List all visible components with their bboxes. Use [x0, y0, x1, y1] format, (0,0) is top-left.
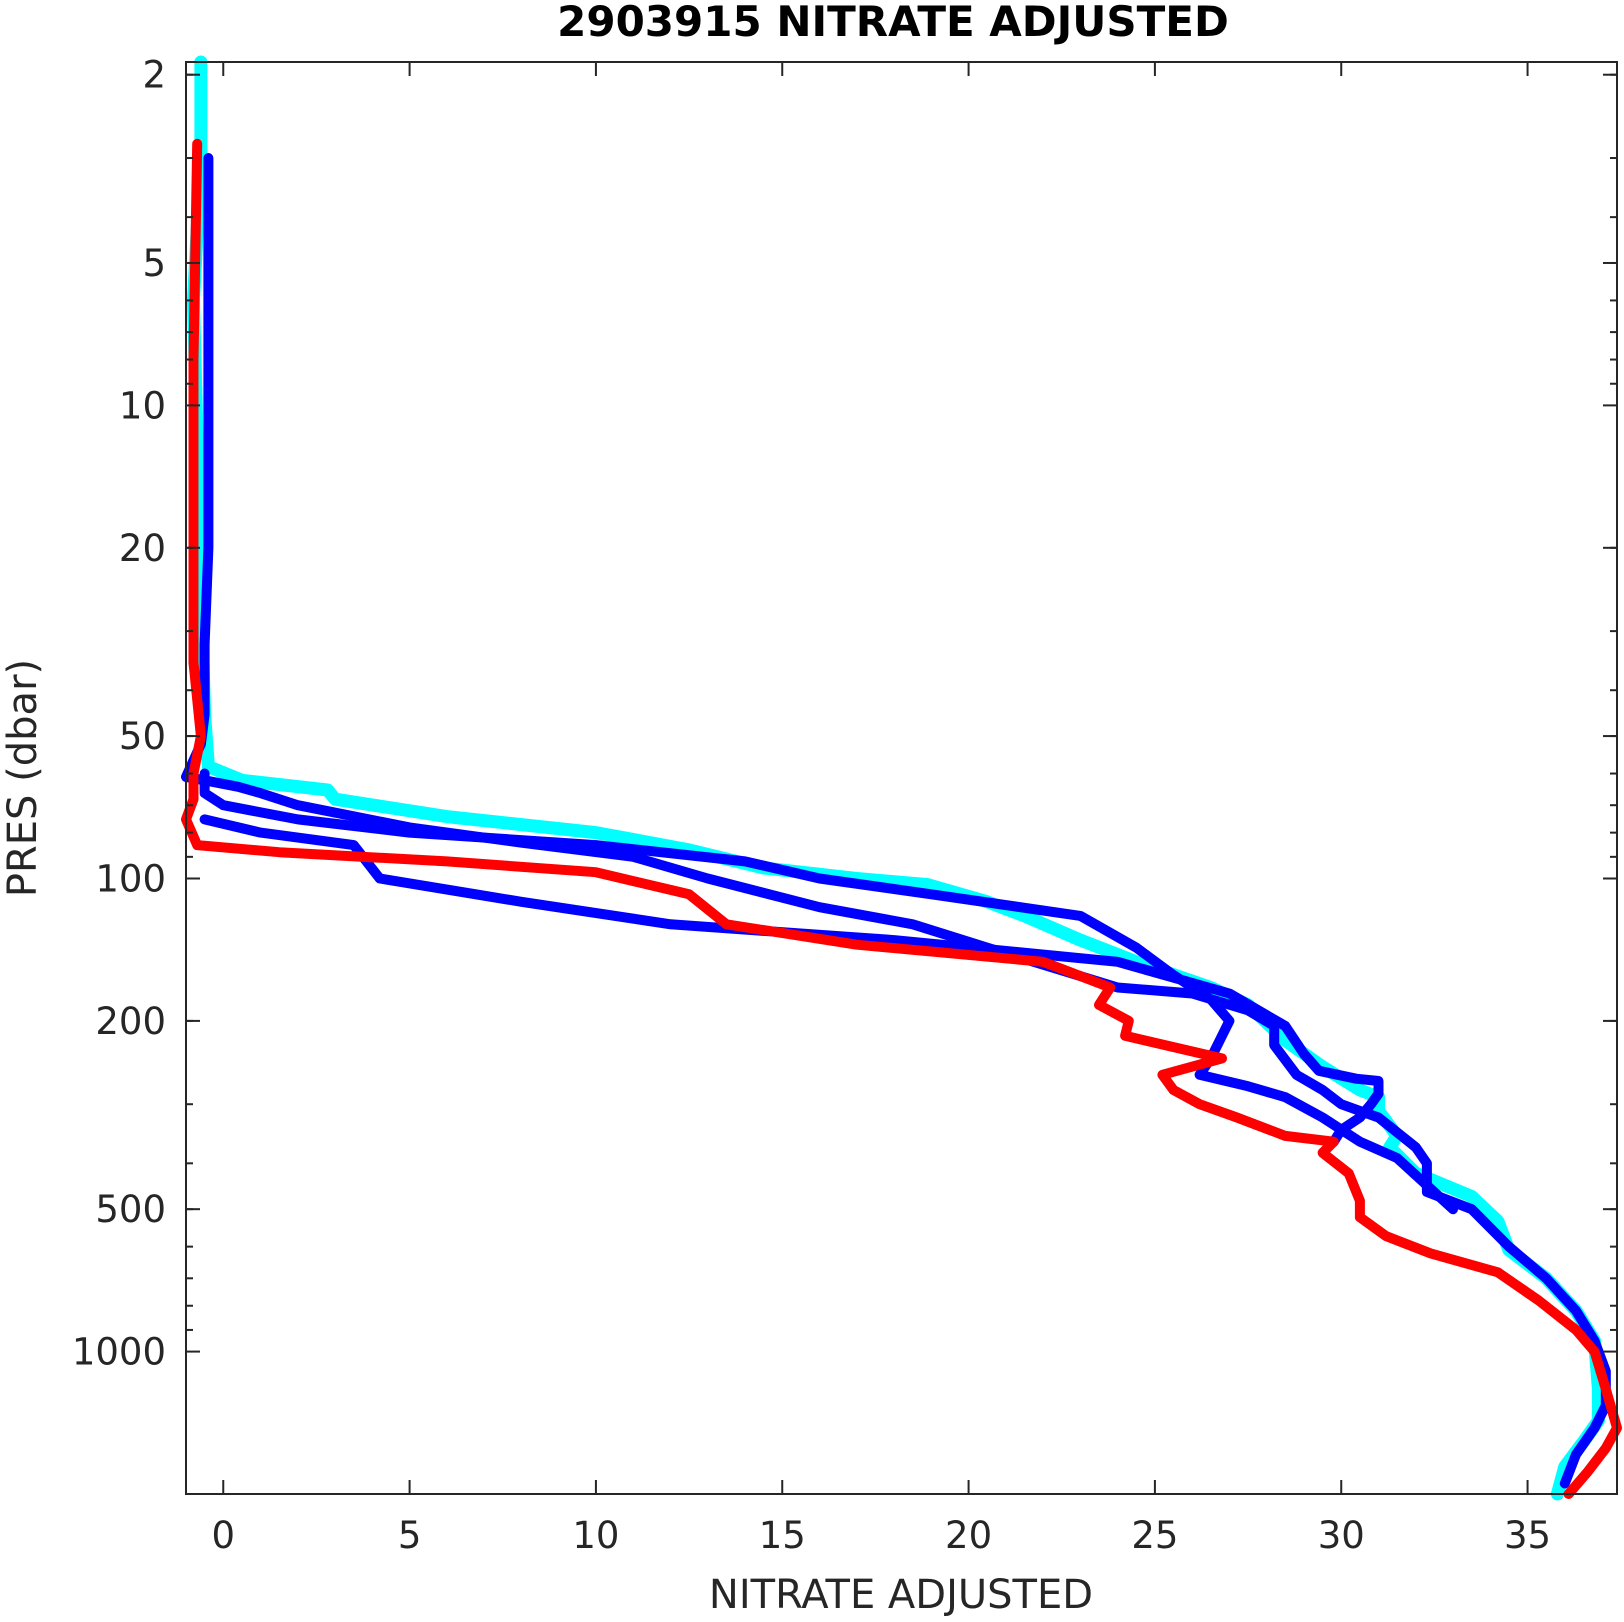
y-tick-label: 10: [119, 384, 166, 427]
x-tick-label: 30: [1318, 1514, 1365, 1557]
profile-line-5: [186, 144, 1617, 1494]
y-tick-label: 100: [95, 857, 166, 900]
y-tick-label: 500: [95, 1188, 166, 1231]
profile-line-1: [194, 62, 1599, 1494]
profile-line-2: [186, 158, 1606, 1484]
series-layer: [186, 62, 1617, 1494]
x-tick-label: 0: [211, 1514, 235, 1557]
x-tick-label: 5: [398, 1514, 422, 1557]
y-axis-label: PRES (dbar): [0, 659, 46, 897]
y-tick-label: 50: [119, 715, 166, 758]
plot-frame: [186, 62, 1617, 1494]
x-axis-label: NITRATE ADJUSTED: [709, 1572, 1093, 1618]
chart-title: 2903915 NITRATE ADJUSTED: [557, 0, 1229, 46]
y-tick-label: 1000: [72, 1331, 166, 1374]
y-axis: 2 5 10 20 50 100 200 500 1000: [72, 54, 1617, 1494]
y-tick-label: 200: [95, 1000, 166, 1043]
nitrate-profile-chart: 2903915 NITRATE ADJUSTED 0 5 10 15 20 25 30 35 …: [0, 0, 1624, 1622]
y-tick-label: 20: [119, 527, 166, 570]
x-tick-label: 10: [572, 1514, 619, 1557]
profile-line-3: [205, 774, 1453, 1210]
x-tick-label: 15: [759, 1514, 806, 1557]
x-tick-label: 35: [1504, 1514, 1551, 1557]
x-tick-label: 20: [945, 1514, 992, 1557]
y-tick-label: 5: [142, 242, 166, 285]
x-tick-label: 25: [1131, 1514, 1178, 1557]
y-tick-label: 2: [142, 54, 166, 97]
